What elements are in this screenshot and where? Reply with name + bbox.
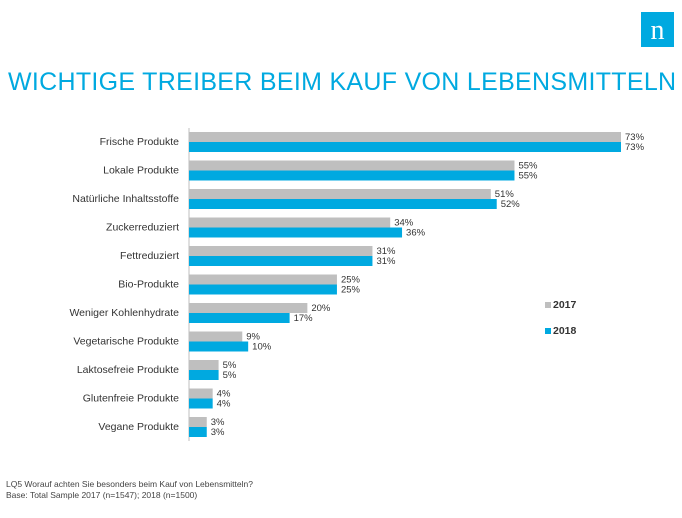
legend-swatch-2018 [545,328,551,334]
bar-2018 [189,142,621,152]
category-label: Bio-Produkte [118,279,179,291]
bar-2017 [189,388,213,399]
category-label: Glutenfreie Produkte [83,393,179,405]
bar-2018 [189,199,497,209]
bar-2017 [189,246,373,256]
bar-2017 [189,189,491,199]
category-label: Natürliche Inhaltsstoffe [72,193,179,205]
legend-swatch-2017 [545,302,551,308]
data-label-2017: 31% [376,246,396,257]
category-label: Fettreduziert [120,250,179,262]
page-title: WICHTIGE TREIBER BEIM KAUF VON LEBENSMIT… [8,68,677,96]
data-label-2017: 73% [625,132,645,143]
bar-2017 [189,417,207,427]
bar-2018 [189,427,207,437]
data-label-2017: 34% [394,218,414,229]
category-label: Weniger Kohlenhydrate [69,307,179,319]
footnote-question: LQ5 Worauf achten Sie besonders beim Kau… [6,479,253,489]
category-label: Vegetarische Produkte [73,336,179,348]
legend-label-2018: 2018 [553,325,577,337]
bar-2017 [189,132,621,142]
legend-label-2017: 2017 [553,299,577,311]
data-label-2018: 52% [501,199,521,210]
bar-2017 [189,360,219,370]
data-label-2017: 3% [211,417,225,428]
category-label: Zuckerreduziert [106,222,179,234]
data-label-2017: 25% [341,275,361,286]
bar-2018 [189,256,373,266]
footnote-base: Base: Total Sample 2017 (n=1547); 2018 (… [6,490,198,500]
bar-2018 [189,227,403,238]
bar-2018 [189,170,515,181]
bar-2018 [189,341,249,352]
data-label-2017: 9% [246,332,260,343]
data-label-2018: 4% [217,399,231,410]
data-label-2018: 3% [211,427,225,438]
category-label: Lokale Produkte [103,165,179,177]
logo-background [641,12,674,47]
data-label-2018: 25% [341,285,361,296]
bar-chart: Frische Produkte 73%73% Lokale Produkte 55%… [69,128,645,441]
bar-2018 [189,284,337,295]
data-label-2018: 17% [294,313,314,324]
data-label-2017: 20% [311,303,331,314]
bar-2017 [189,217,391,228]
bar-2017 [189,331,243,342]
bar-2017 [189,274,337,285]
data-label-2018: 36% [406,228,426,239]
category-label: Vegane Produkte [98,421,179,433]
data-label-2017: 4% [217,389,231,400]
data-label-2018: 31% [376,256,396,267]
brand-logo: n [641,12,674,47]
bar-2017 [189,160,515,171]
data-label-2018: 5% [223,370,237,381]
category-label: Frische Produkte [100,136,180,148]
logo-letter: n [651,15,665,46]
category-label: Laktosefreie Produkte [77,364,179,376]
bar-2018 [189,398,213,409]
bar-2018 [189,370,219,380]
data-label-2017: 55% [518,161,538,172]
data-label-2017: 5% [223,360,237,371]
data-label-2018: 55% [518,171,538,182]
bar-2017 [189,303,308,313]
bar-2018 [189,313,290,323]
data-label-2017: 51% [495,189,515,200]
data-label-2018: 73% [625,142,645,153]
data-label-2018: 10% [252,342,272,353]
